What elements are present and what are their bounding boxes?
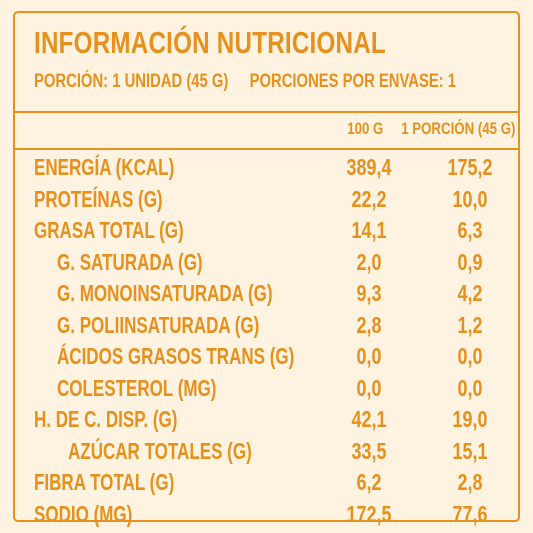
value-per-portion: 175,2: [447, 154, 493, 180]
value-per-100g: 14,1: [351, 217, 387, 243]
value-per-portion: 19,0: [452, 406, 488, 432]
nutrient-label: G. SATURADA (G): [57, 248, 203, 275]
value-per-portion: 1,2: [457, 311, 483, 338]
nutrient-label: COLESTEROL (MG): [57, 374, 217, 401]
table-row: COLESTEROL (MG) 0,0 0,0: [15, 374, 518, 406]
value-per-100g: 6,2: [356, 469, 382, 495]
value-per-100g: 2,8: [356, 311, 382, 338]
value-per-100g: 42,1: [351, 406, 387, 432]
column-header-100g: 100 G: [346, 119, 383, 138]
nutrient-rows: ENERGÍA (KCAL) 389,4 175,2 PROTEÍNAS (G) 22,…: [15, 153, 518, 531]
value-per-portion: 77,6: [452, 500, 488, 527]
column-header-portion: 1 PORCIÓN (45 G): [400, 119, 515, 138]
value-per-portion: 0,0: [457, 374, 483, 401]
value-per-100g: 389,4: [346, 154, 392, 180]
value-per-portion: 0,9: [457, 248, 483, 275]
nutrient-label: SODIO (MG): [34, 500, 133, 527]
table-row: ENERGÍA (KCAL) 389,4 175,2: [15, 153, 518, 185]
panel-title: INFORMACIÓN NUTRICIONAL: [34, 25, 386, 60]
nutrient-label: ÁCIDOS GRASOS TRANS (G): [57, 343, 295, 369]
table-row: G. SATURADA (G) 2,0 0,9: [15, 248, 518, 280]
value-per-100g: 0,0: [356, 343, 382, 369]
table-row: SODIO (MG) 172,5 77,6: [15, 500, 518, 532]
value-per-100g: 172,5: [346, 500, 392, 527]
value-per-portion: 2,8: [457, 469, 483, 495]
table-row: PROTEÍNAS (G) 22,2 10,0: [15, 185, 518, 217]
value-per-100g: 33,5: [351, 437, 387, 464]
value-per-100g: 0,0: [356, 374, 382, 401]
nutrient-label: GRASA TOTAL (G): [34, 217, 184, 243]
portion-size: PORCIÓN: 1 UNIDAD (45 G): [34, 71, 229, 92]
table-row: AZÚCAR TOTALES (G) 33,5 15,1: [15, 437, 518, 469]
nutrient-label: ENERGÍA (KCAL): [34, 154, 175, 180]
nutrition-facts-panel: INFORMACIÓN NUTRICIONAL PORCIÓN: 1 UNIDA…: [13, 11, 520, 527]
divider-top: [15, 111, 518, 113]
table-row: FIBRA TOTAL (G) 6,2 2,8: [15, 468, 518, 500]
value-per-100g: 22,2: [351, 185, 387, 212]
servings-per-container: PORCIONES POR ENVASE: 1: [249, 71, 457, 92]
nutrient-label: H. DE C. DISP. (G): [34, 406, 178, 432]
value-per-portion: 6,3: [457, 217, 483, 243]
value-per-portion: 10,0: [452, 185, 488, 212]
table-row: GRASA TOTAL (G) 14,1 6,3: [15, 216, 518, 248]
value-per-100g: 2,0: [356, 248, 382, 275]
table-row: H. DE C. DISP. (G) 42,1 19,0: [15, 405, 518, 437]
table-row: ÁCIDOS GRASOS TRANS (G) 0,0 0,0: [15, 342, 518, 374]
divider-header: [15, 148, 518, 150]
table-row: G. POLIINSATURADA (G) 2,8 1,2: [15, 311, 518, 343]
table-row: G. MONOINSATURADA (G) 9,3 4,2: [15, 279, 518, 311]
nutrient-label: G. MONOINSATURADA (G): [57, 280, 273, 306]
value-per-portion: 4,2: [457, 280, 483, 306]
value-per-portion: 15,1: [452, 437, 488, 464]
value-per-portion: 0,0: [457, 343, 483, 369]
value-per-100g: 9,3: [356, 280, 382, 306]
nutrient-label: PROTEÍNAS (G): [34, 185, 163, 212]
nutrient-label: AZÚCAR TOTALES (G): [68, 437, 252, 464]
serving-info: PORCIÓN: 1 UNIDAD (45 G) PORCIONES POR E…: [34, 71, 456, 93]
nutrient-label: FIBRA TOTAL (G): [34, 469, 175, 495]
nutrient-label: G. POLIINSATURADA (G): [57, 311, 260, 338]
